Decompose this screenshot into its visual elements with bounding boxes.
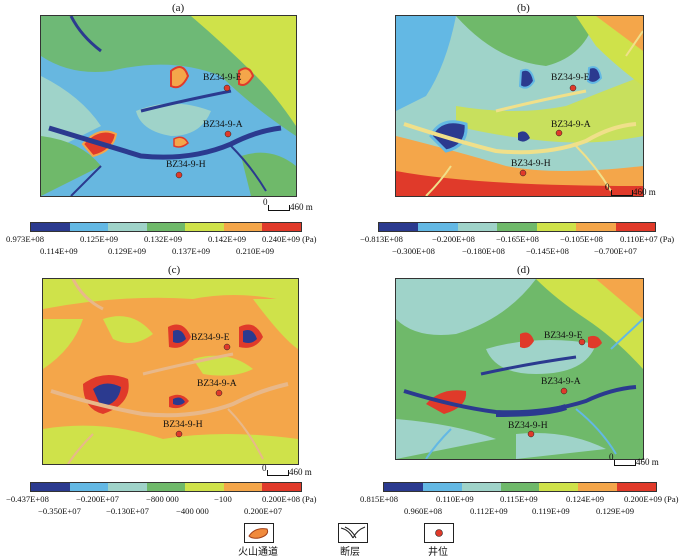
panel-a-map: BZ34-9-E BZ34-9-A BZ34-9-H xyxy=(40,15,297,197)
scale-bar-a xyxy=(268,205,290,211)
legend-volcanic-symbol xyxy=(244,523,274,543)
scale-zero-d: 0 xyxy=(609,452,614,462)
panel-d-map: BZ34-9-E BZ34-9-A BZ34-9-H xyxy=(395,278,644,460)
tick-c-top-3: −100 xyxy=(214,494,232,504)
tick-c-top-2: −800 000 xyxy=(146,494,179,504)
legend-volcanic-label: 火山通道 xyxy=(238,547,278,558)
tick-b-bot-3: −0.700E+07 xyxy=(594,246,637,256)
well-label-e: BZ34-9-E xyxy=(544,331,583,341)
tick-c-bot-1: −0.130E+07 xyxy=(106,506,149,516)
tick-a-top-2: 0.132E+09 xyxy=(144,234,183,244)
scale-bar-c xyxy=(267,470,289,476)
tick-a-top-4: 0.240E+09 (Pa) xyxy=(262,234,317,244)
well-label-h: BZ34-9-H xyxy=(166,160,206,170)
tick-d-top-2: 0.115E+09 xyxy=(500,494,538,504)
colorbar-a xyxy=(30,222,302,232)
scale-zero-b: 0 xyxy=(605,182,610,192)
tick-a-top-3: 0.142E+09 xyxy=(208,234,247,244)
panel-d-label: (d) xyxy=(517,264,530,276)
tick-b-bot-1: −0.180E+08 xyxy=(462,246,505,256)
tick-a-bot-3: 0.210E+09 xyxy=(236,246,275,256)
tick-d-top-0: 0.815E+08 xyxy=(360,494,399,504)
scale-zero-a: 0 xyxy=(263,197,268,207)
tick-b-top-3: −0.105E+08 xyxy=(560,234,603,244)
legend-well-symbol xyxy=(424,523,454,543)
panel-c-label: (c) xyxy=(168,264,181,276)
tick-d-bot-1: 0.112E+09 xyxy=(470,506,508,516)
well-label-e: BZ34-9-E xyxy=(551,73,590,83)
well-label-e: BZ34-9-E xyxy=(203,73,242,83)
tick-d-top-4: 0.200E+09 (Pa) xyxy=(624,494,679,504)
tick-b-top-1: −0.200E+08 xyxy=(432,234,475,244)
colorbar-b xyxy=(378,222,656,232)
tick-d-top-1: 0.110E+09 xyxy=(436,494,474,504)
colorbar-d xyxy=(383,482,657,492)
well-label-a: BZ34-9-A xyxy=(551,120,591,130)
tick-a-bot-1: 0.129E+09 xyxy=(108,246,147,256)
tick-b-top-4: 0.110E+07 (Pa) xyxy=(620,234,675,244)
tick-a-top-0: 0.973E+08 xyxy=(6,234,45,244)
scale-dist-c: 460 m xyxy=(289,467,312,477)
tick-d-bot-3: 0.129E+09 xyxy=(596,506,635,516)
tick-a-bot-2: 0.137E+09 xyxy=(172,246,211,256)
well-label-a: BZ34-9-A xyxy=(203,120,243,130)
well-label-h: BZ34-9-H xyxy=(511,159,551,169)
well-label-a: BZ34-9-A xyxy=(541,377,581,387)
panel-b-map: BZ34-9-E BZ34-9-A BZ34-9-H xyxy=(395,15,644,197)
well-label-e: BZ34-9-E xyxy=(191,333,230,343)
tick-b-bot-2: −0.145E+08 xyxy=(526,246,569,256)
scale-dist-a: 460 m xyxy=(290,202,313,212)
tick-b-bot-0: −0.300E+08 xyxy=(392,246,435,256)
tick-c-bot-2: −400 000 xyxy=(176,506,209,516)
tick-b-top-2: −0.165E+08 xyxy=(496,234,539,244)
scale-zero-c: 0 xyxy=(262,463,267,473)
tick-b-top-0: −0.813E+08 xyxy=(360,234,403,244)
scale-dist-d: 460 m xyxy=(636,457,659,467)
tick-a-bot-0: 0.114E+09 xyxy=(40,246,78,256)
legend-fault-symbol xyxy=(338,523,368,543)
scale-bar-b xyxy=(611,190,633,196)
panel-a-label: (a) xyxy=(172,2,185,14)
colorbar-c xyxy=(30,482,302,492)
legend-fault-label: 断层 xyxy=(340,547,360,558)
well-label-a: BZ34-9-A xyxy=(197,379,237,389)
tick-d-top-3: 0.124E+09 xyxy=(566,494,605,504)
tick-c-top-1: −0.200E+07 xyxy=(76,494,119,504)
tick-c-top-4: 0.200E+08 (Pa) xyxy=(262,494,317,504)
panel-b-label: (b) xyxy=(517,2,530,14)
well-label-h: BZ34-9-H xyxy=(163,420,203,430)
scale-bar-d xyxy=(614,460,636,466)
legend-well-label: 井位 xyxy=(428,547,448,558)
tick-a-top-1: 0.125E+09 xyxy=(80,234,119,244)
tick-d-bot-2: 0.119E+09 xyxy=(532,506,570,516)
tick-c-bot-3: 0.200E+07 xyxy=(244,506,283,516)
tick-c-bot-0: −0.350E+07 xyxy=(38,506,81,516)
tick-c-top-0: −0.437E+08 xyxy=(6,494,49,504)
panel-c-map: BZ34-9-E BZ34-9-A BZ34-9-H xyxy=(42,278,299,465)
scale-dist-b: 460 m xyxy=(633,187,656,197)
well-label-h: BZ34-9-H xyxy=(508,421,548,431)
tick-d-bot-0: 0.960E+08 xyxy=(404,506,443,516)
